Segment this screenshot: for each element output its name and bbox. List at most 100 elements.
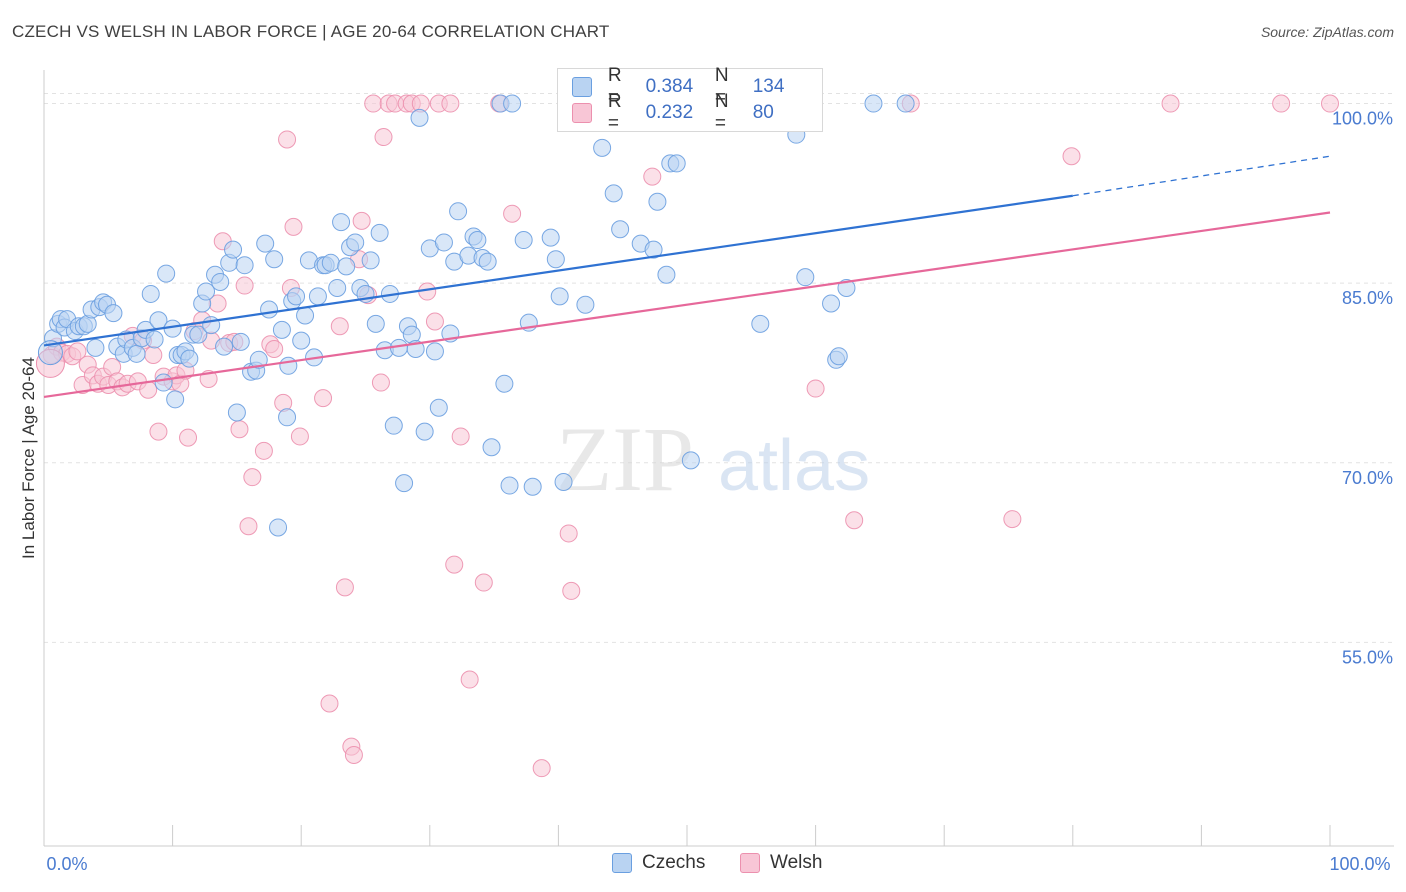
y-tick-label: 55.0% — [1342, 647, 1393, 667]
y-axis-label: In Labor Force | Age 20-64 — [19, 357, 38, 559]
welsh-point — [845, 511, 864, 530]
watermark-atlas: atlas — [718, 426, 870, 506]
czechs-trend-line — [43, 194, 1073, 347]
welsh-point — [235, 276, 254, 295]
welsh-point — [254, 441, 273, 460]
czechs-point — [604, 184, 623, 203]
welsh-point — [344, 745, 363, 764]
czechs-point — [366, 314, 385, 333]
welsh-r-value: 0.232 — [645, 102, 694, 123]
welsh-point — [265, 340, 284, 359]
czechs-point — [265, 250, 284, 269]
czechs-point — [410, 108, 429, 127]
czechs-trend-extension — [1072, 155, 1331, 197]
legend-item-welsh[interactable]: Welsh — [740, 852, 822, 874]
czechs-point — [482, 438, 501, 457]
czechs-point — [384, 416, 403, 435]
x-tick-label: 0.0% — [46, 854, 87, 874]
welsh-point — [643, 167, 662, 186]
czechs-point — [503, 94, 522, 113]
welsh-point — [352, 211, 371, 230]
welsh-point — [451, 427, 470, 446]
czechs-point — [211, 272, 230, 291]
czechs-point — [202, 316, 221, 335]
welsh-point — [562, 581, 581, 600]
y-tick-label: 100.0% — [1332, 109, 1393, 129]
welsh-point — [1003, 510, 1022, 529]
welsh-point — [239, 517, 258, 536]
czechs-point — [308, 287, 327, 306]
czechs-point — [593, 138, 612, 157]
welsh-point — [179, 428, 198, 447]
czechs-point — [495, 374, 514, 393]
welsh-swatch — [572, 103, 592, 123]
axes — [43, 70, 1394, 847]
czechs-legend-swatch — [612, 853, 632, 873]
czechs-legend-label: Czechs — [642, 852, 706, 873]
czechs-point — [468, 231, 487, 250]
welsh-point — [320, 694, 339, 713]
czechs-point — [296, 306, 315, 325]
czechs-point — [332, 213, 351, 232]
czechs-point — [154, 373, 173, 392]
czechs-point — [346, 233, 365, 252]
czechs-point — [189, 325, 208, 344]
czechs-point — [514, 231, 533, 250]
welsh-point — [149, 422, 168, 441]
czechs-point — [361, 251, 380, 270]
czechs-point — [227, 403, 246, 422]
welsh-point — [1272, 94, 1291, 113]
czechs-point — [837, 278, 856, 297]
czechs-point — [576, 295, 595, 314]
czechs-point — [235, 256, 254, 275]
czechs-point — [648, 192, 667, 211]
legend-item-czechs[interactable]: Czechs — [612, 852, 705, 874]
n-label: N = — [714, 91, 729, 134]
czechs-point — [166, 390, 185, 409]
czechs-point — [644, 240, 663, 259]
czechs-point — [231, 332, 250, 351]
czechs-r-value: 0.384 — [645, 76, 694, 97]
czechs-point — [478, 252, 497, 271]
czechs-point — [157, 264, 176, 283]
welsh-point — [806, 379, 825, 398]
stats-legend: R = 0.384 N = 134 R = 0.232 N = 80 — [557, 65, 823, 134]
czechs-point — [180, 349, 199, 368]
czechs-point — [256, 234, 275, 253]
welsh-n-value: 80 — [752, 102, 774, 123]
czechs-point — [822, 294, 841, 313]
czechs-point — [657, 265, 676, 284]
czechs-point — [278, 408, 297, 427]
czechs-n-value: 134 — [752, 76, 785, 97]
welsh-trend-line — [43, 211, 1331, 399]
czechs-point — [796, 268, 815, 287]
welsh-point — [374, 128, 393, 147]
czechs-point — [395, 474, 414, 493]
chart-title: CZECH VS WELSH IN LABOR FORCE | AGE 20-6… — [12, 22, 610, 41]
welsh-point — [68, 342, 87, 361]
czechs-point — [321, 253, 340, 272]
y-tick-label: 85.0% — [1342, 288, 1393, 308]
welsh-point — [1321, 94, 1339, 113]
welsh-point — [559, 524, 578, 543]
y-tick-label: 70.0% — [1342, 468, 1393, 488]
source-label: Source: ZipAtlas.com — [1260, 24, 1394, 40]
czechs-point — [145, 330, 164, 349]
czechs-point — [279, 356, 298, 375]
czechs-point — [287, 287, 306, 306]
welsh-point — [278, 130, 297, 149]
legend-row-czechs: R = 0.384 N = 134 — [572, 65, 822, 108]
czechs-point — [667, 154, 686, 173]
czechs-point — [141, 284, 160, 303]
welsh-point — [335, 578, 354, 597]
czechs-swatch — [572, 77, 592, 97]
welsh-point — [441, 94, 460, 113]
welsh-cluster-point — [35, 348, 65, 378]
welsh-point — [1062, 147, 1081, 166]
czechs-point — [260, 300, 279, 319]
czechs-point — [523, 477, 542, 496]
czechs-point — [104, 304, 123, 323]
czechs-point — [896, 94, 915, 113]
czechs-cluster-point — [37, 340, 63, 366]
